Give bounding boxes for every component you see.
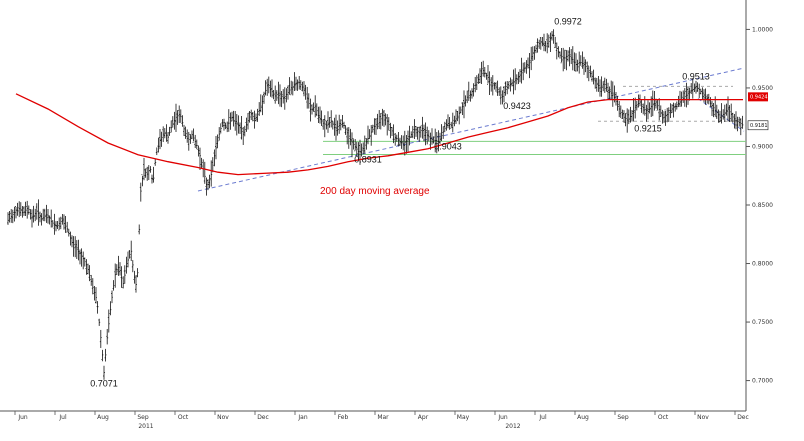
svg-text:0.9181: 0.9181 <box>750 123 768 129</box>
price-annotation: 0.9215 <box>634 123 662 133</box>
price-annotation: 0.9972 <box>554 17 582 27</box>
x-tick-label: Jun <box>497 414 508 421</box>
price-annotation: 0.7071 <box>90 378 118 388</box>
y-axis: 1.0000 0.9500 0.9000 0.8500 0.8000 0.7500 0.70… <box>746 26 773 385</box>
x-tick-label: Aug <box>97 414 109 421</box>
x-tick-label: Aug <box>577 414 589 421</box>
y-tick-label: 0.8500 <box>752 202 773 209</box>
moving-average-line <box>15 93 743 176</box>
x-year-label: 2012 <box>505 423 520 430</box>
x-tick-label: Sep <box>617 414 629 421</box>
current-price-tag: 0.9181 <box>747 120 769 131</box>
svg-text:0.9424: 0.9424 <box>750 95 768 101</box>
x-axis: Jun Jul Aug Sep Oct Nov Dec Jan Feb Mar Apr May Jun J… <box>14 411 749 430</box>
x-tick-label: Oct <box>658 414 669 421</box>
ma-price-tag: 0.9424 <box>748 92 768 102</box>
x-tick-label: Nov <box>697 414 709 421</box>
rising-trendline <box>197 67 745 192</box>
price-bars <box>7 29 744 380</box>
x-tick-label: Jul <box>58 414 67 421</box>
price-annotations: 0.7071 0.8931 0.9043 0.9423 0.9972 0.9215 0.95… <box>90 17 710 389</box>
x-tick-label: Dec <box>737 414 749 421</box>
x-tick-label: Jul <box>538 414 547 421</box>
x-tick-label: Apr <box>418 414 429 421</box>
price-annotation: 0.9043 <box>434 141 462 151</box>
y-tick-label: 1.0000 <box>752 26 773 33</box>
price-annotation: 0.8931 <box>354 155 382 165</box>
x-year-label: 2011 <box>138 423 153 430</box>
price-annotation: 0.9423 <box>503 101 531 111</box>
y-tick-label: 0.9500 <box>752 85 773 92</box>
x-tick-label: Mar <box>377 414 389 421</box>
x-tick-label: Dec <box>257 414 269 421</box>
y-tick-label: 0.7500 <box>752 319 773 326</box>
x-tick-label: Feb <box>338 414 349 421</box>
y-tick-label: 0.7000 <box>752 378 773 385</box>
moving-average-label: 200 day moving average <box>320 186 430 197</box>
x-tick-label: May <box>457 414 470 421</box>
x-tick-label: Oct <box>178 414 189 421</box>
x-tick-label: Jan <box>297 414 307 421</box>
price-annotation: 0.9513 <box>682 71 710 81</box>
y-tick-label: 0.8000 <box>752 261 773 268</box>
y-tick-label: 0.9000 <box>752 143 773 150</box>
x-tick-label: Sep <box>137 414 149 421</box>
x-tick-label: Jun <box>17 414 28 421</box>
x-tick-label: Nov <box>217 414 229 421</box>
